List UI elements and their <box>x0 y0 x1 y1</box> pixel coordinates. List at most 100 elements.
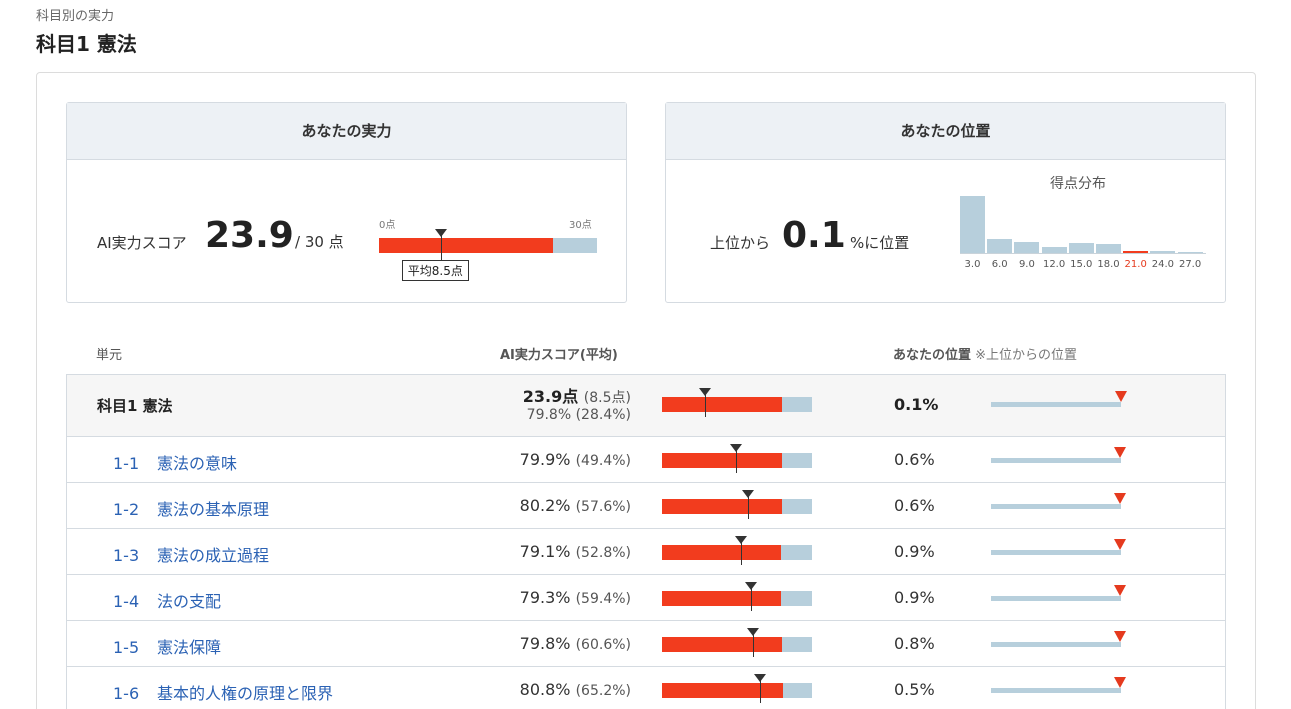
histogram-tick-label: 21.0 <box>1124 259 1147 270</box>
unit-position: 0.9% <box>894 542 935 561</box>
histogram-bar <box>1014 241 1040 253</box>
page-title: 科目1 憲法 <box>36 32 137 56</box>
unit-score: 79.1% (52.8%) <box>520 542 631 561</box>
unit-score-average: (49.4%) <box>575 453 631 469</box>
total-unit-name: 科目1 憲法 <box>97 397 173 415</box>
histogram-bar <box>1041 247 1067 253</box>
table-row: 1-4 法の支配 79.3% (59.4%) 0.9% <box>67 575 1225 621</box>
position-card-title: あなたの位置 <box>666 103 1225 160</box>
unit-position-marker-icon <box>1113 585 1126 596</box>
unit-position-marker-icon <box>1114 447 1127 458</box>
scale-max-label: 30点 <box>569 220 592 231</box>
unit-average-marker-line <box>752 634 754 657</box>
histogram-tick-label: 3.0 <box>964 259 981 270</box>
histogram-bar <box>1177 251 1203 253</box>
unit-name: 憲法の基本原理 <box>157 500 270 519</box>
unit-score-average: (65.2%) <box>575 683 631 699</box>
column-header-unit: 単元 <box>96 348 123 363</box>
unit-average-marker-icon <box>753 674 766 682</box>
unit-link[interactable]: 1-3 憲法の成立過程 <box>113 542 269 566</box>
total-percent-average: (28.4%) <box>575 407 631 423</box>
scale-min-label: 0点 <box>379 220 396 231</box>
unit-link[interactable]: 1-5 憲法保障 <box>113 634 221 658</box>
unit-table: 科目1 憲法 23.9点 (8.5点) 79.8% (28.4%) 0.1% 1… <box>66 374 1226 709</box>
unit-score-bar <box>662 637 812 652</box>
histogram-tick-label: 24.0 <box>1151 259 1175 270</box>
unit-position: 0.6% <box>894 450 935 469</box>
unit-average-marker-icon <box>745 582 758 590</box>
unit-average-marker-line <box>748 496 750 519</box>
unit-name: 基本的人権の原理と限界 <box>157 684 334 703</box>
unit-average-marker-icon <box>735 536 748 544</box>
unit-name: 法の支配 <box>157 592 222 611</box>
table-row: 1-2 憲法の基本原理 80.2% (57.6%) 0.6% <box>67 483 1225 529</box>
total-position-line <box>991 402 1121 407</box>
unit-position-line <box>991 504 1121 509</box>
unit-score-value: 79.8% <box>519 634 571 653</box>
unit-average-marker-line <box>759 680 761 703</box>
unit-position: 0.6% <box>894 496 935 515</box>
total-position: 0.1% <box>894 395 939 414</box>
total-average-marker-line <box>704 394 706 417</box>
score-value: 23.9 <box>205 215 294 256</box>
unit-score-average: (59.4%) <box>575 591 631 607</box>
unit-number: 1-6 <box>113 684 140 703</box>
histogram-bar <box>1096 244 1121 253</box>
unit-score-bar <box>662 545 812 560</box>
unit-score-value: 79.1% <box>519 542 571 561</box>
unit-average-marker-icon <box>742 490 755 498</box>
unit-rows: 1-1 憲法の意味 79.9% (49.4%) 0.6% 1-2 憲法の基本原理 80.2%… <box>67 437 1225 709</box>
column-header-score: AI実力スコア(平均) <box>500 344 618 363</box>
score-bar-fill <box>379 238 553 253</box>
unit-link[interactable]: 1-4 法の支配 <box>113 588 221 612</box>
total-score-value: 23.9点 <box>522 387 579 406</box>
table-row: 1-1 憲法の意味 79.9% (49.4%) 0.6% <box>67 437 1225 483</box>
table-row-total: 科目1 憲法 23.9点 (8.5点) 79.8% (28.4%) 0.1% <box>67 375 1225 437</box>
unit-average-marker-line <box>741 542 743 565</box>
unit-position-marker-icon <box>1114 677 1127 688</box>
unit-score-average: (60.6%) <box>575 637 631 653</box>
histogram-bar <box>1068 243 1094 253</box>
unit-position: 0.8% <box>894 634 935 653</box>
unit-score-bar-fill <box>662 591 781 606</box>
average-label: 平均8.5点 <box>401 260 469 281</box>
ability-card-title: あなたの実力 <box>67 103 626 160</box>
unit-position: 0.5% <box>894 680 935 699</box>
unit-position-line <box>991 596 1121 601</box>
unit-average-marker-line <box>751 588 753 611</box>
unit-link[interactable]: 1-1 憲法の意味 <box>113 450 237 474</box>
unit-average-marker-icon <box>746 628 759 636</box>
unit-link[interactable]: 1-6 基本的人権の原理と限界 <box>113 680 333 704</box>
unit-position: 0.9% <box>894 588 935 607</box>
unit-score: 79.3% (59.4%) <box>520 588 631 607</box>
unit-position-line <box>991 458 1121 463</box>
unit-score-bar-fill <box>662 453 782 468</box>
unit-score-bar-fill <box>662 545 781 560</box>
histogram-bar <box>987 238 1013 253</box>
unit-score-bar <box>662 499 812 514</box>
unit-score: 79.9% (49.4%) <box>520 450 631 469</box>
unit-number: 1-1 <box>113 454 140 473</box>
table-row: 1-3 憲法の成立過程 79.1% (52.8%) 0.9% <box>67 529 1225 575</box>
histogram-tick-label: 15.0 <box>1070 259 1093 270</box>
unit-score-value: 79.9% <box>519 450 571 469</box>
breadcrumb: 科目別の実力 <box>36 9 115 24</box>
score-bar <box>379 238 597 253</box>
position-suffix: %に位置 <box>850 234 910 252</box>
histogram-tick-label: 9.0 <box>1018 259 1035 270</box>
column-header-position-label: あなたの位置 <box>893 348 972 363</box>
unit-average-marker-line <box>736 450 738 473</box>
unit-number: 1-3 <box>113 546 140 565</box>
histogram-bar <box>1123 250 1149 253</box>
histogram-tick-label: 12.0 <box>1042 259 1066 270</box>
histogram-tick-label: 18.0 <box>1097 259 1120 270</box>
unit-position-line <box>991 550 1121 555</box>
unit-position-marker-icon <box>1113 539 1126 550</box>
unit-score: 79.8% (60.6%) <box>520 634 631 653</box>
unit-position-marker-icon <box>1113 631 1126 642</box>
unit-link[interactable]: 1-2 憲法の基本原理 <box>113 496 269 520</box>
histogram-tick-label: 6.0 <box>991 259 1008 270</box>
total-score-average: (8.5点) <box>583 390 631 406</box>
ability-card: あなたの実力 AI実力スコア 23.9 / 30 点 0点 30点 平均8.5点 <box>66 102 627 303</box>
unit-average-marker-icon <box>730 444 743 452</box>
